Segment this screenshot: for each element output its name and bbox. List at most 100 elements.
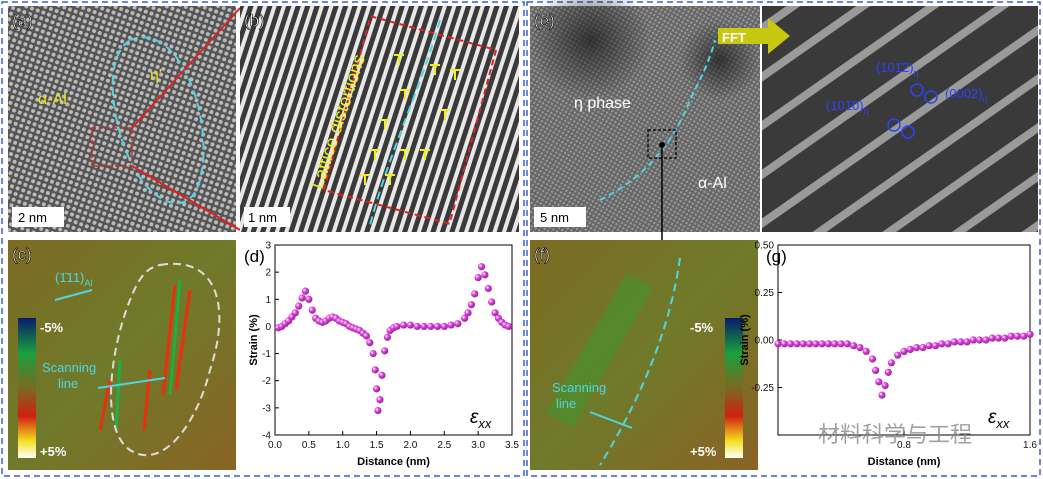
data-point — [301, 287, 310, 295]
data-point — [447, 321, 455, 329]
x-tick-label: 0.8 — [897, 440, 911, 451]
x-tick-label: 2.0 — [403, 440, 417, 451]
y-tick-label: 3 — [265, 241, 271, 252]
y-tick-label: -3 — [262, 403, 271, 414]
scanning-line — [97, 377, 166, 389]
contrast — [530, 0, 650, 100]
y-tick-label: 0.50 — [755, 241, 775, 252]
data-point — [878, 391, 886, 399]
data-point — [474, 273, 482, 282]
scan-label: Scanning — [552, 380, 606, 395]
zoom-box — [91, 127, 133, 167]
scale-bg — [12, 207, 64, 227]
data-point — [433, 322, 442, 331]
spot-label: (101̄0)η — [826, 98, 869, 116]
data-point — [298, 294, 306, 302]
data-point — [1001, 334, 1009, 342]
data-point — [371, 366, 379, 374]
fft-spots — [887, 83, 938, 139]
data-point — [872, 366, 880, 374]
data-point — [793, 340, 801, 348]
scan-label: line — [556, 396, 576, 411]
colorbar-label: +5% — [690, 444, 717, 459]
x-tick-label: 2.5 — [437, 440, 451, 451]
data-point — [988, 334, 996, 342]
phase-label: η phase — [574, 95, 631, 112]
data-point — [383, 333, 392, 341]
spot-label: (101̄2)η — [876, 60, 919, 78]
data-point — [875, 378, 883, 386]
data-point — [1007, 332, 1015, 340]
scale-bar: 5 nm — [540, 210, 569, 225]
data-point — [378, 371, 386, 379]
data-point — [894, 351, 902, 359]
plane-index: (1̄11) — [55, 270, 84, 285]
data-point — [305, 295, 313, 303]
data-point — [505, 322, 513, 331]
data-point — [471, 290, 479, 298]
data-point — [938, 340, 946, 348]
data-point — [491, 309, 499, 317]
data-point — [406, 321, 415, 329]
fft-image — [762, 6, 1038, 232]
fft-arrow — [718, 18, 790, 54]
scan-point — [659, 142, 665, 148]
colorbar-label: -5% — [690, 320, 714, 335]
data-point — [1020, 332, 1028, 340]
data-point — [944, 340, 952, 348]
scale-bg — [534, 207, 586, 227]
hrtem-image-a — [8, 6, 236, 232]
scanning-line — [589, 411, 633, 429]
strain-band — [546, 272, 654, 428]
x-axis-label: Distance (nm) — [357, 456, 430, 468]
data-point — [481, 271, 489, 279]
colorbar-label: +5% — [40, 444, 67, 459]
interface-line — [369, 19, 441, 226]
data-point — [931, 342, 940, 350]
data-point — [376, 396, 384, 404]
data-point — [308, 306, 316, 314]
data-point — [881, 382, 889, 390]
data-point — [994, 334, 1003, 342]
x-tick-label: 3.0 — [471, 440, 485, 451]
spot-subscript: η — [914, 68, 919, 78]
panel-label: (g) — [766, 247, 787, 266]
data-point — [427, 322, 435, 331]
data-point — [805, 340, 814, 348]
annotation-subscript: xx — [477, 416, 492, 431]
phase-label: α-Al — [698, 175, 727, 192]
data-point — [467, 301, 475, 309]
colorbar — [18, 318, 36, 458]
data-point — [454, 320, 462, 328]
data-point — [868, 355, 877, 363]
scan-label: line — [58, 376, 78, 391]
data-point — [862, 347, 870, 355]
data-point — [413, 322, 421, 331]
scale-bar: 1 nm — [248, 210, 277, 225]
colorbar-label: -5% — [40, 320, 64, 335]
data-point — [824, 340, 833, 348]
arrow-label: FFT — [722, 30, 746, 45]
watermark: 材料科学与工程 — [818, 422, 972, 447]
frame-left — [1, 1, 525, 477]
data-point — [787, 340, 795, 348]
spot-label: (0002)η — [945, 86, 988, 104]
data-point — [950, 338, 959, 346]
data-point — [372, 385, 381, 393]
panel-label: (e) — [534, 11, 555, 30]
scale-bar: 2 nm — [18, 210, 47, 225]
data-point — [1013, 332, 1022, 340]
x-tick-label: 1.6 — [1023, 440, 1037, 451]
data-point — [982, 336, 990, 344]
spot-index: (101̄2) — [876, 60, 914, 75]
plane-subscript: Al — [84, 278, 92, 288]
y-tick-label: -1 — [262, 349, 271, 360]
y-axis-label: Strain (%) — [739, 314, 751, 366]
annotation: εxx — [470, 407, 492, 431]
data-point — [440, 322, 448, 331]
data-point — [969, 336, 977, 344]
x-axis-label: Distance (nm) — [868, 456, 941, 468]
data-point — [919, 344, 927, 352]
plane-label: (1̄11)Al — [55, 270, 92, 288]
data-point — [963, 338, 971, 346]
